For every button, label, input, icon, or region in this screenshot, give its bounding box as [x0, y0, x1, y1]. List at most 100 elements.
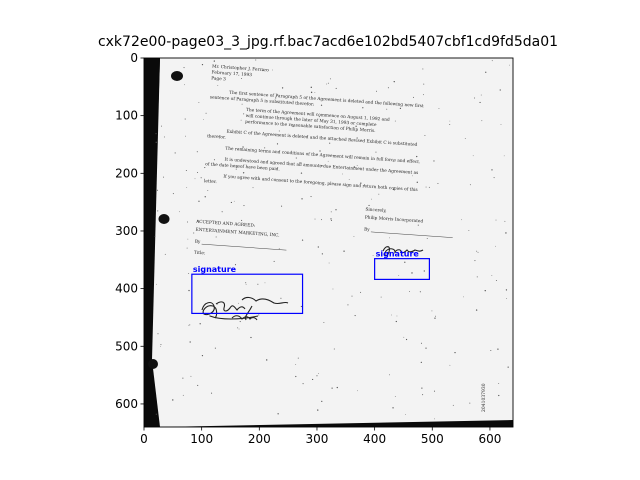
noise-speck	[164, 253, 166, 255]
noise-speck	[399, 107, 402, 110]
noise-speck	[356, 137, 358, 139]
by-label-right: By	[364, 227, 370, 232]
noise-speck	[435, 315, 436, 317]
y-tick-label: 100	[115, 109, 138, 123]
noise-speck	[241, 103, 243, 105]
noise-speck	[319, 150, 321, 152]
noise-speck	[433, 390, 436, 392]
noise-speck	[375, 151, 377, 153]
noise-speck	[449, 120, 451, 122]
hole-punch-bottom	[148, 359, 158, 369]
noise-speck	[318, 372, 319, 374]
noise-speck	[387, 87, 389, 89]
x-tick-label: 600	[478, 432, 501, 446]
noise-speck	[238, 302, 239, 304]
noise-speck	[390, 314, 392, 316]
noise-speck	[493, 177, 495, 179]
noise-speck	[201, 355, 204, 357]
noise-speck	[335, 87, 337, 89]
noise-speck	[420, 342, 422, 344]
noise-speck	[498, 383, 500, 384]
noise-speck	[241, 77, 242, 79]
noise-speck	[412, 96, 414, 98]
noise-speck	[320, 104, 323, 106]
noise-speck	[485, 71, 487, 73]
noise-speck	[312, 378, 314, 381]
paper-sheet	[152, 58, 513, 427]
noise-speck	[495, 280, 497, 281]
noise-speck	[392, 188, 395, 190]
noise-speck	[184, 84, 185, 86]
noise-speck	[461, 219, 463, 221]
noise-speck	[351, 295, 353, 297]
scan-edge-left	[144, 58, 160, 420]
accepted-label: ACCEPTED AND AGREED:	[195, 220, 255, 229]
noise-speck	[207, 189, 209, 191]
noise-speck	[242, 146, 244, 148]
noise-speck	[213, 159, 215, 161]
noise-speck	[438, 108, 440, 109]
x-axis: 0 100 200 300 400 500 600	[140, 427, 501, 446]
noise-speck	[505, 289, 508, 291]
noise-speck	[469, 184, 471, 186]
header-line-3: Page 3	[211, 76, 226, 82]
noise-speck	[469, 402, 471, 404]
noise-speck	[495, 219, 497, 221]
noise-speck	[258, 314, 260, 316]
noise-speck	[428, 186, 430, 188]
noise-speck	[278, 248, 280, 250]
noise-speck	[182, 377, 184, 379]
noise-speck	[509, 64, 510, 66]
noise-speck	[434, 317, 436, 319]
noise-speck	[252, 187, 254, 189]
noise-speck	[362, 107, 364, 109]
noise-speck	[278, 130, 280, 132]
noise-speck	[420, 361, 422, 363]
noise-speck	[355, 125, 357, 127]
noise-speck	[200, 177, 202, 179]
noise-speck	[431, 310, 433, 312]
noise-speck	[215, 236, 217, 238]
noise-speck	[484, 289, 486, 292]
noise-speck	[178, 211, 180, 213]
noise-speck	[360, 291, 362, 293]
noise-speck	[235, 168, 237, 170]
noise-speck	[154, 235, 156, 237]
noise-speck	[389, 237, 391, 239]
noise-speck	[393, 161, 394, 163]
noise-speck	[197, 220, 199, 222]
noise-speck	[189, 324, 191, 326]
noise-speck	[276, 143, 279, 145]
bates-number: 2041037930	[481, 383, 487, 412]
noise-speck	[423, 270, 425, 272]
noise-speck	[172, 399, 174, 401]
noise-speck	[464, 138, 466, 139]
company-label: ENTERTAINMENT MARKETING, INC.	[195, 228, 279, 239]
noise-speck	[378, 193, 380, 195]
noise-speck	[395, 320, 397, 323]
noise-speck	[172, 193, 174, 195]
noise-speck	[326, 83, 327, 85]
noise-speck	[314, 218, 316, 220]
noise-speck	[204, 196, 206, 198]
noise-speck	[394, 396, 396, 397]
signature-line-right	[370, 231, 453, 238]
noise-speck	[392, 407, 394, 409]
noise-speck	[472, 155, 474, 157]
noise-speck	[405, 338, 408, 341]
x-tick-label: 200	[248, 432, 271, 446]
y-tick-label: 200	[115, 166, 138, 180]
noise-speck	[321, 219, 323, 221]
noise-speck	[160, 346, 161, 347]
noise-speck	[245, 283, 247, 285]
noise-speck	[240, 119, 242, 121]
noise-speck	[386, 108, 388, 110]
signature-bbox	[191, 273, 304, 315]
noise-speck	[388, 374, 390, 376]
noise-speck	[301, 239, 304, 241]
noise-speck	[437, 183, 439, 184]
noise-speck	[330, 218, 332, 220]
noise-speck	[295, 375, 297, 378]
noise-speck	[295, 157, 297, 159]
noise-speck	[255, 59, 257, 61]
